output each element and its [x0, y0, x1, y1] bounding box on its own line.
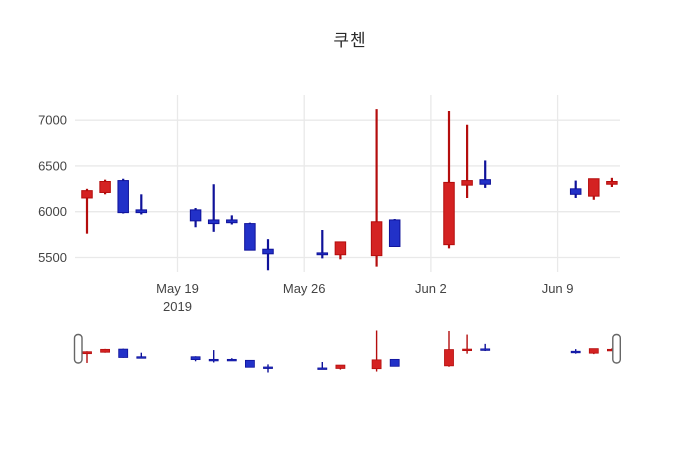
candle-body[interactable] [207, 219, 220, 225]
rangeslider-candle-body [317, 367, 328, 370]
rangeslider-candle-body [462, 348, 473, 352]
rangeslider-candle-body [82, 351, 92, 355]
rangeslider-candle-body [136, 356, 147, 359]
y-tick-label: 5500 [38, 250, 67, 265]
rangeslider-candle-body [335, 364, 346, 369]
candle-body[interactable] [135, 209, 148, 214]
rangeslider-candle-body [118, 348, 129, 358]
candle-body[interactable] [81, 190, 93, 199]
candle-body[interactable] [388, 219, 401, 247]
candle-body[interactable] [461, 180, 473, 186]
rangeslider-candle-body [244, 359, 255, 368]
rangeslider-candle-body [263, 366, 273, 369]
rangeslider-candle-body [226, 358, 237, 362]
candle-body[interactable] [443, 181, 455, 246]
candle-body[interactable] [99, 180, 111, 193]
candle-body[interactable] [226, 219, 238, 224]
x-tick-label: Jun 9 [542, 281, 574, 296]
rangeslider-candle-body [190, 356, 201, 361]
rangeslider-left-handle[interactable] [73, 333, 83, 364]
candle-body[interactable] [316, 252, 329, 256]
rangeslider-candle-body [100, 348, 110, 353]
candle-body[interactable] [244, 223, 256, 251]
rangeslider-candle-body [480, 348, 491, 351]
rangeslider-right-handle[interactable] [612, 333, 621, 364]
candle-body[interactable] [588, 178, 600, 197]
candle-body[interactable] [117, 180, 129, 214]
candle-body[interactable] [334, 241, 347, 256]
y-tick-label: 6000 [38, 204, 67, 219]
candle-body[interactable] [479, 179, 491, 185]
rangeslider-candle-body [371, 359, 382, 370]
rangeslider-candle-body [389, 358, 400, 367]
candle-body[interactable] [370, 221, 383, 257]
candle-body[interactable] [606, 180, 618, 185]
x-tick-label: May 26 [283, 281, 326, 296]
rangeslider-candle-body [588, 348, 599, 354]
chart-title: 쿠첸 [333, 31, 367, 50]
y-tick-label: 7000 [38, 113, 67, 128]
rangeslider-candle-body [570, 350, 581, 354]
candle-body[interactable] [189, 209, 202, 222]
rangeslider-candle-body [208, 358, 219, 362]
candle-body[interactable] [262, 248, 274, 255]
x-tick-year-label: 2019 [163, 299, 192, 314]
x-tick-label: Jun 2 [415, 281, 447, 296]
rangeslider-candle-body [444, 349, 454, 367]
candle-body[interactable] [569, 188, 582, 195]
y-tick-label: 6500 [38, 158, 67, 173]
x-tick-label: May 19 [156, 281, 199, 296]
